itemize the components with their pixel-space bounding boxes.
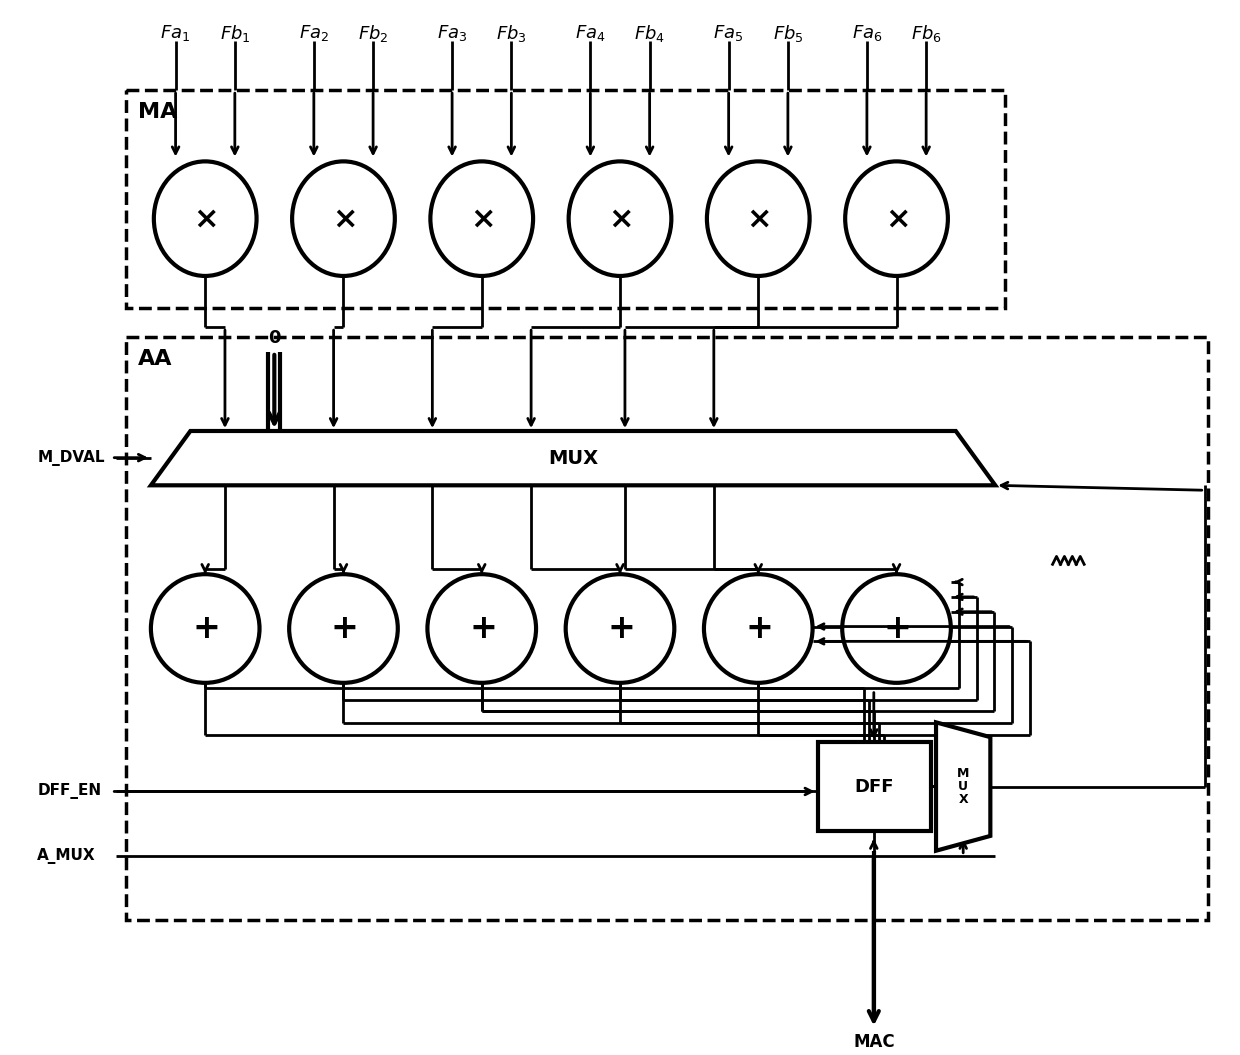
Bar xyxy=(817,742,931,831)
Text: $Fa_1$: $Fa_1$ xyxy=(160,23,191,43)
Text: $Fa_6$: $Fa_6$ xyxy=(852,23,882,43)
Text: $\mathbf{\times}$: $\mathbf{\times}$ xyxy=(608,205,632,233)
Circle shape xyxy=(428,574,536,683)
Text: DFF_EN: DFF_EN xyxy=(37,784,102,800)
Text: $Fb_6$: $Fb_6$ xyxy=(910,23,941,44)
Text: $\mathbf{\times}$: $\mathbf{\times}$ xyxy=(746,205,770,233)
Ellipse shape xyxy=(430,161,533,276)
Polygon shape xyxy=(936,723,991,850)
Ellipse shape xyxy=(707,161,810,276)
Circle shape xyxy=(704,574,812,683)
Text: MAC: MAC xyxy=(853,1034,894,1052)
Text: $Fb_2$: $Fb_2$ xyxy=(358,23,388,44)
Text: $\mathbf{\times}$: $\mathbf{\times}$ xyxy=(884,205,909,233)
Text: AA: AA xyxy=(138,349,172,369)
Text: $\mathbf{\times}$: $\mathbf{\times}$ xyxy=(470,205,494,233)
Text: $\mathbf{+}$: $\mathbf{+}$ xyxy=(469,612,495,645)
Text: $Fa_4$: $Fa_4$ xyxy=(575,23,605,43)
Text: $Fa_5$: $Fa_5$ xyxy=(713,23,744,43)
Text: M_DVAL: M_DVAL xyxy=(37,449,105,465)
Text: $\mathbf{+}$: $\mathbf{+}$ xyxy=(330,612,357,645)
Text: $\mathbf{\times}$: $\mathbf{\times}$ xyxy=(331,205,356,233)
Text: $\mathbf{+}$: $\mathbf{+}$ xyxy=(883,612,910,645)
Text: MA: MA xyxy=(138,102,177,122)
Text: $\mathbf{0}$: $\mathbf{0}$ xyxy=(268,329,281,347)
Ellipse shape xyxy=(846,161,947,276)
Text: $Fb_3$: $Fb_3$ xyxy=(496,23,527,44)
Ellipse shape xyxy=(569,161,671,276)
Text: MUX: MUX xyxy=(548,448,598,467)
Bar xyxy=(126,338,1208,920)
Text: $\mathbf{\times}$: $\mathbf{\times}$ xyxy=(193,205,217,233)
Text: A_MUX: A_MUX xyxy=(37,847,95,864)
Text: $Fa_3$: $Fa_3$ xyxy=(436,23,467,43)
Text: $Fb_4$: $Fb_4$ xyxy=(634,23,665,44)
Text: $Fb_1$: $Fb_1$ xyxy=(219,23,250,44)
Text: M
U
X: M U X xyxy=(957,767,970,806)
Text: $\mathbf{+}$: $\mathbf{+}$ xyxy=(745,612,771,645)
Circle shape xyxy=(565,574,675,683)
Text: $Fa_2$: $Fa_2$ xyxy=(299,23,329,43)
Bar xyxy=(126,91,1006,308)
Text: DFF: DFF xyxy=(854,778,894,795)
Ellipse shape xyxy=(293,161,394,276)
Polygon shape xyxy=(151,431,996,485)
Circle shape xyxy=(151,574,259,683)
Circle shape xyxy=(842,574,951,683)
Text: $Fb_5$: $Fb_5$ xyxy=(773,23,804,44)
Ellipse shape xyxy=(154,161,257,276)
Text: $\mathbf{+}$: $\mathbf{+}$ xyxy=(192,612,218,645)
Text: $\mathbf{+}$: $\mathbf{+}$ xyxy=(606,612,634,645)
Circle shape xyxy=(289,574,398,683)
